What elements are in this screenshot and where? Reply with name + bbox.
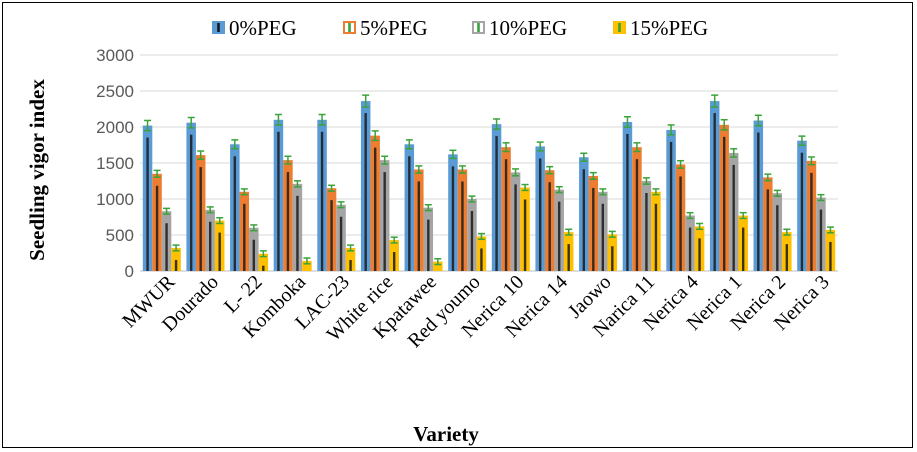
bar-core — [233, 156, 237, 271]
bar-core — [713, 113, 716, 271]
bar-core — [146, 137, 149, 271]
bar — [258, 253, 269, 271]
legend-label: 10%PEG — [489, 16, 567, 40]
legend-swatch-mark — [477, 23, 480, 32]
bar-core — [189, 134, 193, 271]
bar — [302, 260, 312, 271]
bar-core — [698, 238, 701, 271]
bar-core — [688, 227, 692, 271]
bar-core — [601, 203, 605, 271]
bar-core — [611, 246, 614, 271]
legend-swatch-mark — [618, 23, 621, 32]
legend-swatch-mark — [348, 23, 351, 32]
bars — [142, 94, 836, 272]
y-axis-title: Seedling vigor index — [25, 79, 49, 261]
y-tick-label: 500 — [106, 226, 134, 245]
bar-core — [810, 172, 813, 271]
bar-core — [538, 158, 542, 271]
y-tick-label: 0 — [125, 262, 134, 281]
bar-core — [776, 205, 779, 271]
bar-core — [262, 265, 265, 271]
bar-core — [557, 201, 561, 271]
bar — [171, 247, 181, 271]
bar-core — [417, 181, 421, 271]
bar-core — [757, 132, 760, 271]
y-tick-label: 2000 — [96, 118, 134, 137]
bar-core — [523, 199, 527, 271]
bar-core — [732, 164, 735, 271]
y-axis-ticks: 0 500 1000 1500 2000 2500 3000 — [96, 46, 134, 281]
bar-core — [277, 131, 280, 271]
bar-core — [330, 200, 333, 271]
bar — [433, 261, 443, 271]
bar-core — [592, 187, 595, 271]
bar-core — [548, 182, 551, 271]
bar-core — [218, 232, 221, 271]
x-axis-title: Variety — [413, 422, 479, 446]
bar — [345, 247, 356, 271]
bar-core — [470, 211, 474, 271]
bar-core — [320, 131, 324, 271]
bar-core — [654, 203, 658, 271]
bar-core — [722, 136, 726, 271]
bar-core — [645, 193, 648, 271]
bar-core — [339, 216, 343, 271]
bar-core — [296, 195, 299, 271]
bar-core — [800, 152, 804, 271]
bar-core — [567, 244, 570, 271]
bar-core — [829, 241, 832, 271]
legend-label: 15%PEG — [630, 16, 708, 40]
bar-core — [480, 248, 483, 271]
bar-core — [785, 244, 789, 271]
bar-core — [626, 133, 629, 271]
bar-core — [383, 172, 386, 271]
bar-core — [392, 252, 396, 271]
bar-core — [349, 259, 352, 271]
bar-core — [461, 181, 464, 271]
bar-core — [364, 113, 367, 271]
bar-core — [427, 219, 430, 271]
legend-label: 0%PEG — [229, 16, 297, 40]
bar-core — [635, 159, 639, 271]
bar-core — [514, 184, 517, 271]
bar-core — [208, 221, 212, 271]
legend-swatch-mark — [217, 23, 220, 32]
y-tick-label: 1000 — [96, 190, 134, 209]
bar-core — [582, 169, 586, 271]
bar-core — [252, 239, 256, 271]
bar-core — [451, 166, 455, 271]
bar-core — [243, 203, 246, 271]
bar-core — [669, 141, 673, 271]
y-tick-label: 1500 — [96, 154, 134, 173]
bar-core — [679, 176, 682, 271]
legend: 0%PEG 5%PEG 10%PEG 15%PEG — [212, 16, 708, 40]
y-tick-label: 2500 — [96, 82, 134, 101]
bar-core — [155, 185, 159, 271]
bar-core — [766, 189, 770, 271]
bar-core — [819, 209, 823, 271]
bar-core — [199, 167, 202, 271]
bar-core — [373, 147, 377, 271]
bar-core — [165, 223, 168, 271]
bar-core — [286, 172, 290, 271]
bar-core — [495, 136, 498, 271]
bar-core — [504, 159, 508, 271]
bar-core — [174, 259, 178, 271]
bar-core — [408, 156, 411, 271]
y-tick-label: 3000 — [96, 46, 134, 65]
legend-label: 5%PEG — [360, 16, 428, 40]
bar-core — [741, 227, 745, 271]
